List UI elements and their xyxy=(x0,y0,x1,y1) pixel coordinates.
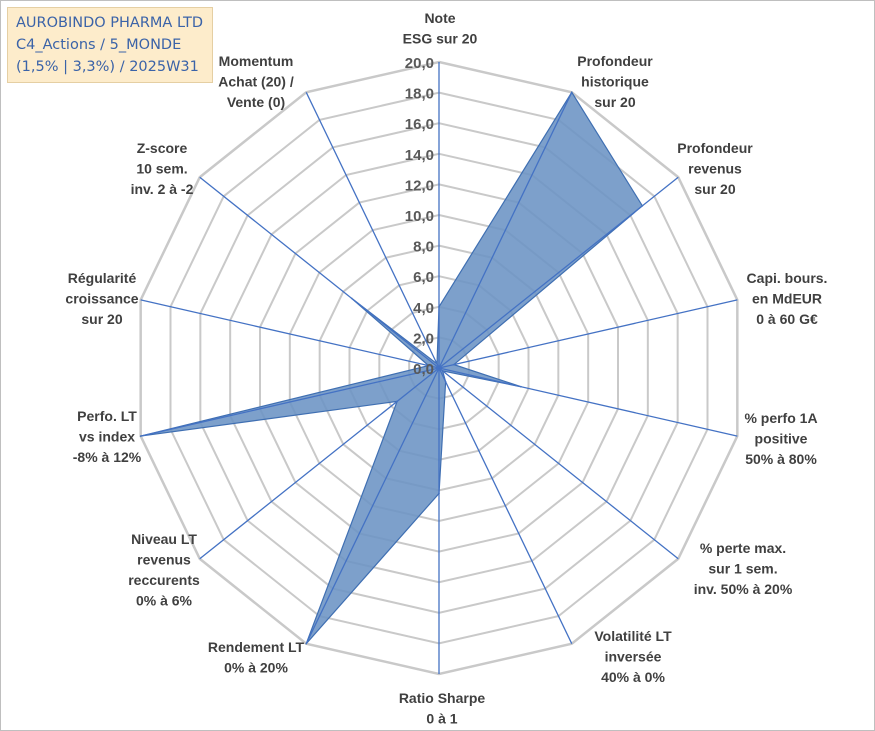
axis-spoke xyxy=(305,92,440,369)
series-layer xyxy=(139,91,644,645)
tick-label: 4,0 xyxy=(413,300,434,317)
tick-label: 14,0 xyxy=(405,147,434,164)
axis-spoke xyxy=(199,176,440,369)
axis-label: Niveau LT xyxy=(131,531,197,547)
axis-label: Momentum xyxy=(219,53,294,69)
tick-label: 10,0 xyxy=(405,208,434,225)
tick-label: 2,0 xyxy=(413,330,434,347)
axis-label: 40% à 0% xyxy=(601,669,665,685)
tick-label: 8,0 xyxy=(413,239,434,256)
series-area xyxy=(140,91,644,645)
tick-label: 12,0 xyxy=(405,177,434,194)
axis-label: Régularité xyxy=(68,270,137,286)
axis-spoke xyxy=(438,299,738,369)
axis-spoke xyxy=(438,176,679,369)
axis-label: revenus xyxy=(688,161,742,177)
axis-spoke xyxy=(438,367,738,437)
axis-label: inv. 2 à -2 xyxy=(131,181,194,197)
axis-spoke xyxy=(438,367,679,560)
axis-label: Profondeur xyxy=(677,140,753,156)
axis-label: Z-score xyxy=(137,140,188,156)
axis-spoke xyxy=(438,92,573,369)
axis-label: 50% à 80% xyxy=(745,451,817,467)
title-line-3: (1,5% | 3,3%) / 2025W31 xyxy=(16,59,199,75)
title-line-2: C4_Actions / 5_MONDE xyxy=(16,37,182,53)
axis-spoke xyxy=(438,367,573,644)
axis-label: 0 à 60 G€ xyxy=(756,311,818,327)
axis-label: % perte max. xyxy=(700,540,786,556)
axis-spoke xyxy=(305,367,440,644)
axis-spoke xyxy=(140,367,440,437)
axis-spoke xyxy=(140,299,440,369)
axis-label: 10 sem. xyxy=(136,161,187,177)
title-box: AUROBINDO PHARMA LTD C4_Actions / 5_MOND… xyxy=(7,7,213,83)
tick-label: 18,0 xyxy=(405,86,434,103)
axis-label: revenus xyxy=(137,552,191,568)
axis-label: Volatilité LT xyxy=(594,628,672,644)
axis-label: Perfo. LT xyxy=(77,408,137,424)
axis-label: 0 à 1 xyxy=(426,711,457,727)
spoke-layer xyxy=(140,62,738,674)
title-line-1: AUROBINDO PHARMA LTD xyxy=(16,15,204,31)
tick-label: 20,0 xyxy=(405,55,434,72)
axis-label: Rendement LT xyxy=(208,639,305,655)
axis-label: historique xyxy=(581,74,649,90)
axis-label: 0% à 20% xyxy=(224,660,288,676)
axis-label: inversée xyxy=(605,649,662,665)
axis-label: sur 20 xyxy=(694,181,735,197)
axis-label: reccurents xyxy=(128,572,200,588)
axis-label: sur 20 xyxy=(594,94,635,110)
axis-label: Vente (0) xyxy=(227,94,285,110)
tick-label: 0,0 xyxy=(413,361,434,378)
axis-label: Note xyxy=(424,10,455,26)
axis-label: 0% à 6% xyxy=(136,593,193,609)
axis-label: Ratio Sharpe xyxy=(399,690,486,706)
axis-label: Capi. bours. xyxy=(747,270,828,286)
axis-label: croissance xyxy=(65,291,138,307)
axis-label: positive xyxy=(755,431,808,447)
axis-label: Profondeur xyxy=(577,53,653,69)
axis-spoke xyxy=(199,367,440,560)
axis-label: % perfo 1A xyxy=(744,410,817,426)
axis-label: sur 20 xyxy=(81,311,122,327)
axis-labels: Note ESG sur 20 Profondeur historique sur 20… xyxy=(65,10,827,727)
axis-label: ESG sur 20 xyxy=(403,31,478,47)
axis-label: inv. 50% à 20% xyxy=(694,581,793,597)
tick-label: 6,0 xyxy=(413,269,434,286)
tick-labels: 0,0 2,0 4,0 6,0 8,0 10,0 12,0 14,0 16,0 18,0 20,0 xyxy=(405,55,434,378)
axis-label: -8% à 12% xyxy=(73,449,142,465)
axis-label: sur 1 sem. xyxy=(708,561,777,577)
axis-label: en MdEUR xyxy=(752,291,822,307)
axis-label: vs index xyxy=(79,429,135,445)
axis-label: Achat (20) / xyxy=(218,74,294,90)
tick-label: 16,0 xyxy=(405,116,434,133)
